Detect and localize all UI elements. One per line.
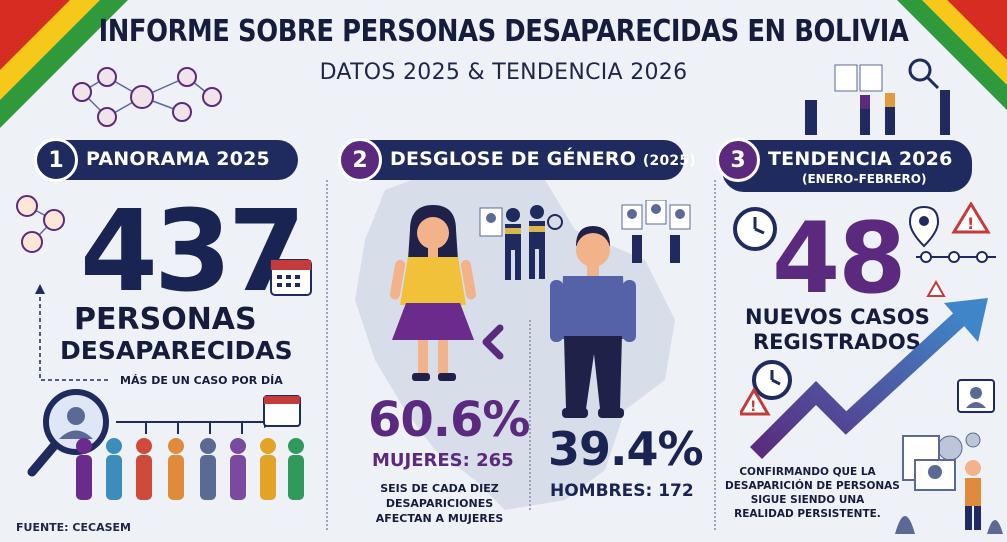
clock-icon (733, 207, 777, 251)
section3-label-line1: NUEVOS CASOS (745, 305, 930, 329)
bolivia-flag-left-icon (0, 0, 128, 128)
page-title: INFORME SOBRE PERSONAS DESAPARECIDAS EN … (98, 14, 909, 49)
section3-header: 3 TENDENCIA 2026 (ENERO-FEBRERO) (716, 138, 972, 192)
timeline-alert-icon: ! (908, 202, 996, 297)
calendar-icon (270, 259, 312, 296)
women-note-2: DESAPARICIONES (385, 497, 494, 510)
trend-arrow-icon (749, 298, 988, 460)
women-percent: 60.6% (368, 392, 531, 448)
section1-title: PANORAMA 2025 (86, 148, 270, 170)
section3-subtitle: (ENERO-FEBRERO) (802, 172, 927, 186)
divider-right (714, 180, 716, 530)
divider-left (326, 180, 328, 530)
men-percent: 39.4% (548, 422, 704, 476)
dashed-connector-icon (35, 284, 110, 381)
profile-card-icon (957, 379, 995, 413)
section3-title: TENDENCIA 2026 (768, 148, 953, 170)
divider-gender (529, 320, 531, 510)
section3-label-line2: REGISTRADOS (753, 330, 921, 354)
svg-text:!: ! (967, 214, 974, 233)
section3-number: 3 (716, 138, 760, 182)
search-people-illustration-icon (27, 389, 304, 500)
section2-title: DESGLOSE DE GÉNERO (2025) (390, 148, 696, 170)
chevron-left-icon (482, 324, 504, 360)
investigator-illustration-icon (895, 432, 1003, 534)
section1-note: MÁS DE UN CASO POR DÍA (120, 374, 283, 387)
social-network-icon (72, 67, 222, 127)
men-count: HOMBRES: 172 (550, 481, 694, 501)
section1-label-line1: PERSONAS (74, 302, 257, 337)
section1-big-number: 437 (80, 187, 306, 317)
section3-note-2: DESAPARICIÓN DE PERSONAS (725, 480, 900, 492)
section2-title-main: DESGLOSE DE GÉNERO (390, 148, 637, 170)
svg-text:!: ! (750, 399, 756, 415)
section2-number: 2 (338, 138, 382, 182)
section1-header: 1 PANORAMA 2025 (34, 138, 298, 182)
search-team-icon (479, 205, 563, 280)
section2-header: 2 DESGLOSE DE GÉNERO (2025) (338, 138, 696, 182)
women-note-1: SEIS DE CADA DIEZ (380, 482, 499, 495)
man-figure-icon (550, 226, 636, 418)
section3-note-1: CONFIRMANDO QUE LA (739, 466, 876, 478)
section1-number: 1 (34, 138, 78, 182)
people-network-icon (16, 195, 65, 253)
section2-title-year: (2025) (642, 153, 696, 169)
missing-posters-icon (621, 200, 691, 263)
women-note-3: AFECTAN A MUJERES (375, 512, 504, 525)
section3-note-3: SIGUE SIENDO UNA (750, 494, 865, 506)
women-count: MUJERES: 265 (372, 450, 514, 471)
section3-note-4: REALIDAD PERSISTENTE. (734, 508, 881, 520)
source-citation: FUENTE: CECASEM (16, 521, 131, 534)
section1-label-line2: DESAPARECIDAS (60, 336, 293, 365)
page-subtitle: DATOS 2025 & TENDENCIA 2026 (319, 60, 688, 85)
bolivia-flag-right-icon (897, 0, 1007, 110)
woman-figure-icon (389, 205, 477, 381)
section3-big-number: 48 (772, 202, 906, 316)
investigators-illustration-icon (805, 58, 950, 135)
clock-alert-icon: ! (740, 360, 792, 416)
